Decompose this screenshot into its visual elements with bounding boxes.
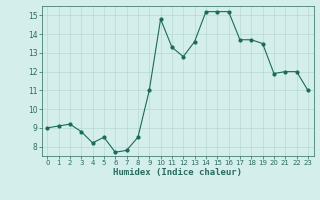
X-axis label: Humidex (Indice chaleur): Humidex (Indice chaleur) [113, 168, 242, 177]
